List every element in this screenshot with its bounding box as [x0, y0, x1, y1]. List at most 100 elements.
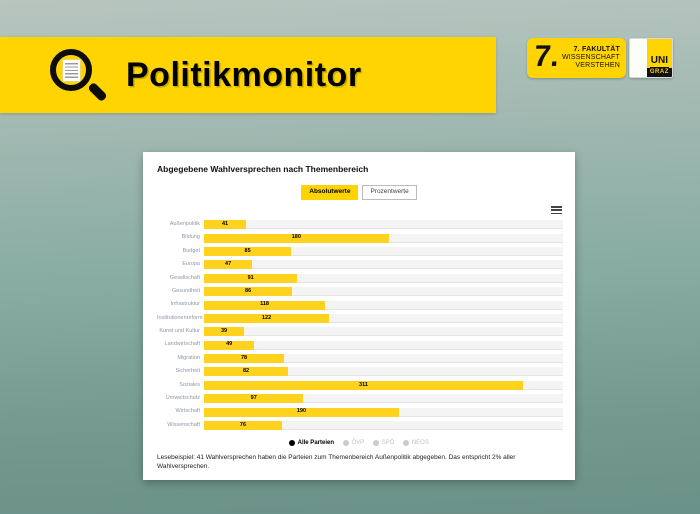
- category-label: Wirtschaft: [175, 408, 200, 415]
- category-label: Europa: [182, 261, 200, 268]
- bar-track: 85: [204, 246, 563, 256]
- uni-graz-logo: UNI GRAZ: [629, 38, 673, 78]
- legend-dot-icon: [289, 440, 296, 446]
- bar-value: 86: [245, 287, 252, 294]
- page-title: Politikmonitor: [126, 55, 362, 94]
- absolute-values-toggle-button[interactable]: Absolutwerte: [301, 185, 359, 200]
- category-label: Bildung: [181, 234, 200, 241]
- chart-title: Abgegebene Wahlversprechen nach Themenbe…: [157, 164, 369, 174]
- chart-row: Europa 47: [157, 258, 563, 271]
- bar: 190: [204, 407, 399, 417]
- bar-value: 122: [261, 314, 272, 321]
- legend-dot-icon: [343, 440, 349, 446]
- bar: 180: [204, 233, 389, 243]
- chart-row: Umweltschutz 97: [157, 392, 563, 405]
- bar-chart: Außenpolitik 41 Bildung 180 Budget 85 Europ…: [157, 218, 563, 432]
- bar-value: 49: [226, 341, 233, 348]
- legend-item-neos[interactable]: NEOS: [403, 440, 429, 446]
- category-label: Gesundheit: [171, 287, 200, 294]
- bar: 311: [204, 380, 523, 390]
- bar: 76: [204, 421, 282, 431]
- bar: 41: [204, 220, 247, 230]
- bar-track: 91: [204, 273, 563, 283]
- chart-row: Bildung 180: [157, 231, 563, 244]
- bar-track: 49: [204, 340, 563, 350]
- chart-row: Wirtschaft 190: [157, 405, 563, 418]
- chart-row: Sicherheit 82: [157, 365, 563, 378]
- category-label: Außenpolitik: [169, 220, 200, 227]
- category-label: Budget: [182, 247, 200, 254]
- chart-card: Abgegebene Wahlversprechen nach Themenbe…: [143, 152, 575, 480]
- legend-dot-icon: [403, 440, 410, 446]
- bar: 118: [204, 300, 326, 310]
- bar-track: 118: [204, 300, 563, 310]
- category-label: Landwirtschaft: [164, 341, 200, 348]
- bar: 91: [204, 273, 298, 283]
- chart-row: Soziales 311: [157, 379, 563, 392]
- category-label: Infrastruktur: [170, 301, 200, 308]
- category-label: Migration: [177, 354, 200, 361]
- value-mode-toggle: Absolutwerte Prozentwerte: [143, 185, 575, 200]
- chart-row: Außenpolitik 41: [157, 218, 563, 231]
- uni-graz-logo-graz: GRAZ: [646, 68, 672, 77]
- category-label: Kunst und Kultur: [159, 328, 200, 335]
- bar-track: 97: [204, 394, 563, 404]
- bar-track: 190: [204, 407, 563, 417]
- chart-row: Institutionenreform 122: [157, 312, 563, 325]
- legend-item-spoe[interactable]: SPÖ: [373, 440, 394, 446]
- fakultaet-logo: 7. 7. FAKULTÄT WISSENSCHAFT VERSTEHEN: [527, 38, 626, 78]
- bar-value: 85: [244, 247, 251, 254]
- category-label: Umweltschutz: [165, 395, 200, 402]
- bar-value: 91: [247, 274, 254, 281]
- bar: 122: [204, 313, 330, 323]
- chart-row: Kunst und Kultur 39: [157, 325, 563, 338]
- bar-track: 47: [204, 260, 563, 270]
- legend: Alle Parteien ÖVP SPÖ NEOS: [143, 440, 575, 446]
- bar: 82: [204, 367, 289, 377]
- percent-values-toggle-button[interactable]: Prozentwerte: [362, 185, 417, 200]
- bar-track: 76: [204, 421, 563, 431]
- uni-graz-logo-uni: UNI: [649, 55, 669, 68]
- bar: 47: [204, 260, 253, 270]
- reading-example-footnote: Lesebeispiel: 41 Wahlversprechen haben d…: [157, 454, 516, 471]
- chart-row: Migration 78: [157, 352, 563, 365]
- magnifier-document-icon: [48, 47, 108, 103]
- bar-track: 180: [204, 233, 563, 243]
- legend-dot-icon: [373, 440, 380, 446]
- fakultaet-logo-line3: VERSTEHEN: [575, 62, 620, 70]
- bar: 39: [204, 327, 244, 337]
- category-label: Institutionenreform: [157, 314, 203, 321]
- legend-item-alle-parteien[interactable]: Alle Parteien: [289, 440, 334, 446]
- hamburger-menu-icon[interactable]: [551, 206, 562, 216]
- bar-value: 76: [239, 421, 247, 428]
- bar-track: 41: [204, 220, 563, 230]
- bar-track: 311: [204, 380, 563, 390]
- bar-track: 82: [204, 367, 563, 377]
- chart-row: Wissenschaft 76: [157, 419, 563, 432]
- chart-row: Gesellschaft 91: [157, 272, 563, 285]
- fakultaet-logo-line1: 7. FAKULTÄT: [573, 45, 620, 53]
- bar-track: 39: [204, 327, 563, 337]
- bar-track: 86: [204, 287, 563, 297]
- bar: 85: [204, 246, 292, 256]
- header-banner: Politikmonitor: [0, 37, 496, 113]
- bar-value: 97: [250, 395, 257, 402]
- bar-value: 47: [225, 261, 232, 268]
- chart-row: Infrastruktur 118: [157, 298, 563, 311]
- bar-value: 82: [242, 368, 250, 375]
- bar: 86: [204, 287, 293, 297]
- bar-value: 190: [296, 408, 307, 415]
- bar-track: 78: [204, 354, 563, 364]
- bar: 49: [204, 340, 255, 350]
- bar-value: 180: [291, 234, 301, 241]
- bar-value: 78: [240, 354, 248, 361]
- bar-value: 41: [221, 220, 229, 227]
- bar-track: 122: [204, 313, 563, 323]
- bar: 78: [204, 354, 284, 364]
- chart-row: Landwirtschaft 49: [157, 339, 563, 352]
- category-label: Wissenschaft: [167, 421, 200, 428]
- legend-item-oevp[interactable]: ÖVP: [343, 440, 364, 446]
- bar: 97: [204, 394, 304, 404]
- fakultaet-logo-mark: 7.: [532, 39, 561, 73]
- category-label: Soziales: [179, 381, 200, 388]
